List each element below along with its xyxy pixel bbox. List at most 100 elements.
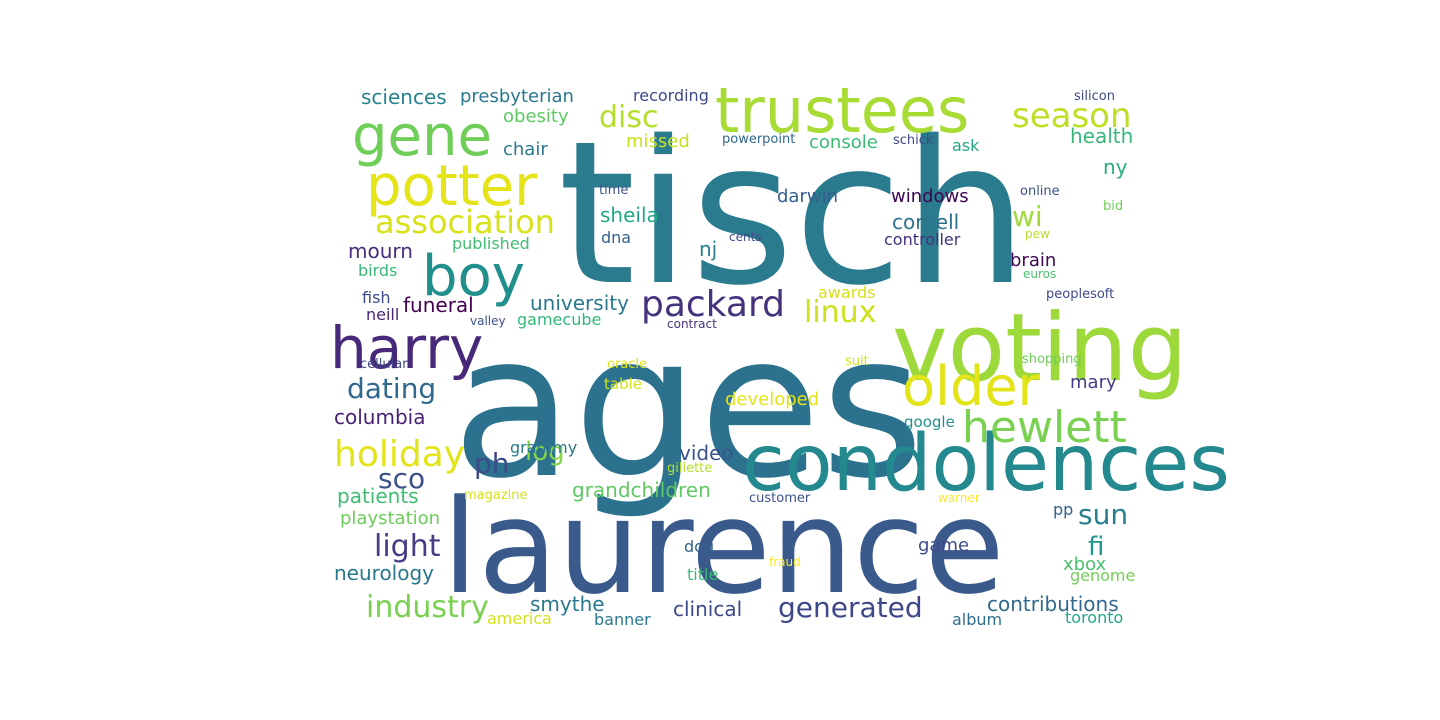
word-obesity: obesity [503, 106, 569, 127]
word-controller: controller [884, 230, 961, 249]
word-packard: packard [641, 284, 785, 325]
word-neurology: neurology [334, 561, 434, 585]
word-boy: boy [422, 244, 525, 309]
word-birds: birds [358, 261, 397, 280]
word-linux: linux [804, 295, 876, 330]
word-ph: ph [474, 447, 510, 480]
word-table: table [604, 375, 642, 393]
word-pp: pp [1053, 500, 1073, 519]
word-dog: dog [684, 537, 714, 556]
word-trustees: trustees [715, 74, 969, 147]
word-older: older [902, 355, 1041, 418]
word-genome: genome [1070, 566, 1135, 585]
word-darwin: darwin [777, 186, 838, 207]
word-sco: sco [378, 462, 425, 495]
word-potter: potter [366, 154, 538, 219]
word-mary: mary [1070, 372, 1117, 393]
word-harry: harry [330, 314, 483, 382]
word-nj: nj [699, 237, 717, 261]
word-disc: disc [599, 100, 659, 135]
word-toronto: toronto [1065, 608, 1123, 627]
word-awards: awards [818, 283, 875, 302]
word-columbia: columbia [334, 405, 425, 429]
word-patients: patients [337, 484, 419, 508]
word-video: video [679, 441, 734, 465]
word-industry: industry [366, 590, 489, 625]
word-dating: dating [347, 372, 436, 405]
word-fi: fi [1088, 532, 1104, 562]
word-missed: missed [626, 131, 690, 152]
word-holiday: holiday [334, 434, 465, 475]
word-association: association [375, 203, 555, 241]
word-clinical: clinical [673, 597, 742, 621]
word-light: light [374, 529, 441, 564]
word-shopping: shopping [1022, 352, 1082, 367]
word-suit: suit [845, 354, 869, 369]
word-mourn: mourn [348, 239, 413, 263]
word-contract: contract [667, 317, 717, 331]
word-brain: brain [1010, 250, 1056, 271]
word-sun: sun [1078, 498, 1128, 531]
word-powerpoint: powerpoint [722, 132, 795, 147]
word-generated: generated [778, 591, 923, 624]
word-cornell: cornell [892, 210, 959, 234]
word-wi: wi [1012, 200, 1043, 233]
word-gene: gene [352, 104, 492, 169]
word-sciences: sciences [361, 85, 447, 109]
word-condolences: condolences [742, 419, 1230, 509]
word-dna: dna [601, 228, 631, 247]
word-playstation: playstation [340, 508, 440, 529]
word-google: google [904, 413, 955, 431]
word-peoplesoft: peoplesoft [1046, 287, 1114, 302]
word-ages: ages [452, 291, 924, 522]
word-valley: valley [470, 314, 506, 328]
word-recording: recording [633, 86, 709, 105]
word-xbox: xbox [1063, 554, 1107, 575]
word-log: log [525, 437, 565, 467]
word-windows: windows [891, 186, 969, 207]
word-cellular: cellular [360, 357, 408, 372]
word-chair: chair [503, 139, 548, 160]
word-america: america [487, 609, 552, 628]
word-developed: developed [725, 389, 819, 410]
word-magazine: magazine [464, 488, 528, 503]
word-ny: ny [1103, 155, 1128, 179]
word-presbyterian: presbyterian [460, 86, 574, 107]
word-contributions: contributions [987, 592, 1119, 616]
word-schick: schick [893, 133, 934, 148]
word-bid: bid [1103, 199, 1123, 214]
word-oracle: oracle [607, 357, 647, 372]
word-fish: fish [362, 288, 391, 307]
word-fraud: fraud [769, 555, 801, 569]
word-hewlett: hewlett [962, 402, 1127, 453]
word-gamecube: gamecube [517, 310, 601, 329]
word-album: album [952, 610, 1002, 629]
word-season: season [1012, 96, 1132, 136]
word-laurence: laurence [442, 471, 1005, 623]
word-time: time [599, 183, 628, 198]
word-smythe: smythe [530, 592, 605, 616]
word-warner: warner [938, 491, 980, 505]
word-funeral: funeral [403, 293, 474, 317]
word-game: game [918, 535, 969, 556]
word-cents: cents [729, 230, 762, 244]
word-grammy: grammy [510, 438, 577, 457]
word-title: title [687, 565, 718, 584]
word-voting: voting [892, 294, 1187, 403]
word-grandchildren: grandchildren [572, 478, 711, 502]
word-euros: euros [1023, 267, 1056, 281]
word-customer: customer [749, 491, 811, 506]
word-console: console [809, 132, 878, 153]
word-pew: pew [1025, 227, 1050, 241]
word-gillette: gillette [667, 461, 712, 476]
word-university: university [530, 291, 629, 315]
word-health: health [1070, 124, 1133, 148]
word-published: published [452, 234, 530, 253]
word-online: online [1020, 184, 1060, 199]
word-silicon: silicon [1074, 89, 1115, 104]
word-neill: neill [366, 305, 399, 324]
word-banner: banner [594, 610, 651, 629]
word-ask: ask [952, 136, 980, 155]
